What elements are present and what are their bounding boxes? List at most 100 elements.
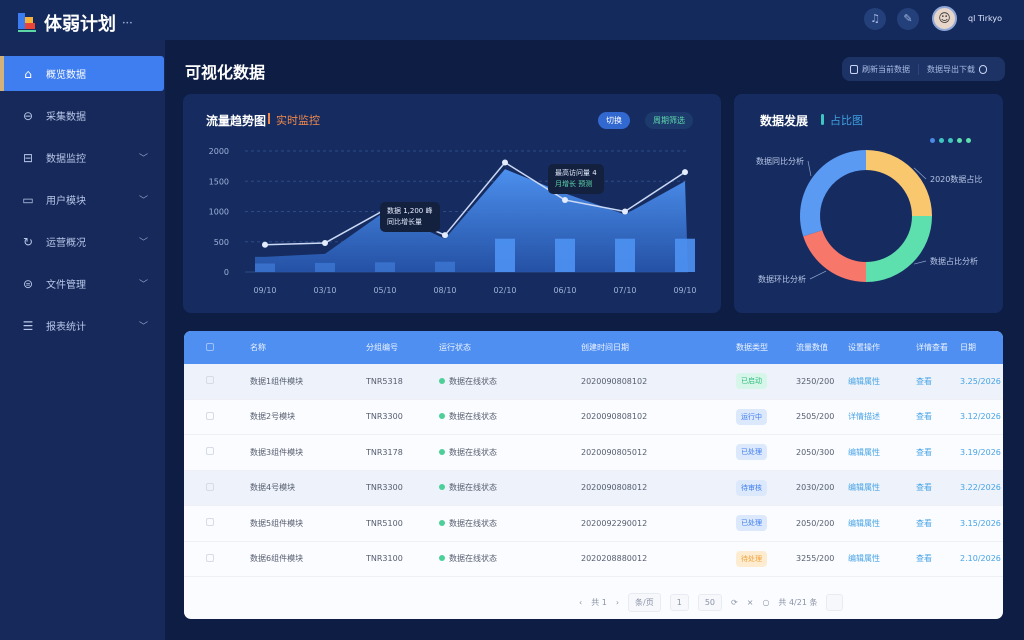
cell-value: 2050/200 — [796, 518, 835, 528]
column-header[interactable]: 名称 — [250, 343, 266, 352]
chevron-down-icon[interactable]: ﹀ — [138, 322, 148, 332]
row-checkbox[interactable] — [206, 447, 214, 456]
edit-link[interactable]: 编辑属性 — [848, 554, 880, 564]
column-header[interactable]: 分组编号 — [366, 343, 398, 352]
donut-slice — [800, 150, 866, 237]
donut-slice — [803, 230, 866, 282]
app-logo[interactable]: 体弱计划 ••• — [18, 10, 133, 36]
prev-page-button[interactable]: ‹ — [579, 598, 583, 607]
label-leader — [807, 160, 812, 177]
chevron-down-icon[interactable]: ﹀ — [138, 196, 148, 206]
status-dot-icon — [439, 555, 445, 562]
donut-chart-subtitle: 占比图 — [830, 114, 863, 127]
view-link[interactable]: 查看 — [916, 412, 932, 422]
bar — [315, 262, 335, 272]
column-header[interactable]: 流量数值 — [796, 343, 828, 352]
edit-link[interactable]: 详情描述 — [848, 412, 880, 422]
x-tick-label: 07/10 — [613, 286, 636, 295]
page-info: 共 1 — [591, 598, 607, 607]
cell-status: 数据在线状态 — [439, 518, 581, 529]
refresh-icon[interactable]: ⟳ — [731, 598, 738, 607]
cell-code: TNR3178 — [366, 447, 403, 457]
page-size-select[interactable]: 条/页 — [628, 593, 661, 612]
bell-icon[interactable]: ♫ — [864, 8, 886, 30]
row-checkbox[interactable] — [206, 482, 214, 491]
period-filter-button[interactable]: 周期筛选 — [645, 112, 693, 129]
app-title: 体弱计划 — [44, 14, 116, 35]
period-toggle-button[interactable]: 切换 — [598, 112, 630, 129]
cell-date: 2020090808102 — [581, 376, 648, 386]
row-checkbox[interactable] — [206, 376, 214, 385]
search-icon[interactable]: ○ — [762, 598, 770, 607]
edit-link[interactable]: 编辑属性 — [848, 483, 880, 493]
table-row[interactable]: 数据2号模块 TNR3300 数据在线状态 2020090808102 运行中 … — [184, 400, 1003, 435]
sidebar-item-label: 报表统计 — [46, 322, 86, 333]
column-header[interactable]: 日期 — [960, 343, 976, 352]
table-row[interactable]: 数据6组件模块 TNR3100 数据在线状态 2020208880012 待处理… — [184, 542, 1003, 577]
export-button[interactable]: 数据导出下载 — [918, 63, 995, 75]
close-icon[interactable]: × — [746, 598, 754, 607]
sidebar-item[interactable]: ⊜ 文件管理 ﹀ — [0, 266, 164, 301]
label-leader — [913, 260, 927, 265]
sidebar-icon: ⌂ — [24, 66, 32, 81]
column-header[interactable] — [184, 342, 250, 353]
jump-button[interactable] — [826, 594, 844, 611]
column-header[interactable]: 创建时间日期 — [581, 343, 629, 352]
next-page-button[interactable]: › — [615, 598, 620, 607]
chevron-down-icon[interactable]: ﹀ — [138, 280, 148, 290]
sidebar-item[interactable]: ⌂ 概览数据 — [0, 56, 164, 91]
edit-link[interactable]: 编辑属性 — [848, 376, 880, 386]
sidebar-item-label: 文件管理 — [46, 280, 86, 291]
sidebar-item[interactable]: ☰ 报表统计 ﹀ — [0, 308, 164, 343]
cell-code: TNR3300 — [366, 483, 403, 493]
cell-name: 数据1组件模块 — [250, 376, 304, 386]
view-link[interactable]: 查看 — [916, 376, 932, 386]
cell-day: 2.10/2026 — [960, 554, 1001, 564]
chevron-down-icon[interactable]: ﹀ — [138, 154, 148, 164]
sidebar-item-label: 采集数据 — [46, 112, 86, 123]
row-checkbox[interactable] — [206, 411, 214, 420]
sidebar-item[interactable]: ▭ 用户模块 ﹀ — [0, 182, 164, 217]
table-row[interactable]: 数据5组件模块 TNR5100 数据在线状态 2020092290012 已处理… — [184, 506, 1003, 542]
sidebar-item[interactable]: ⊟ 数据监控 ﹀ — [0, 140, 164, 175]
chevron-down-icon[interactable]: ﹀ — [138, 238, 148, 248]
x-tick-label: 05/10 — [373, 286, 396, 295]
sidebar-item[interactable]: ⊖ 采集数据 — [0, 98, 164, 133]
edit-link[interactable]: 编辑属性 — [848, 518, 880, 528]
status-badge: 已处理 — [736, 515, 767, 532]
table-row[interactable]: 数据3组件模块 TNR3178 数据在线状态 2020090805012 已处理… — [184, 435, 1003, 471]
avatar[interactable]: ☺ — [932, 6, 957, 31]
table-row[interactable]: 数据4号模块 TNR3300 数据在线状态 2020090808012 待审核 … — [184, 470, 1003, 506]
refresh-button[interactable]: 刷新当前数据 — [842, 64, 918, 75]
cell-day: 3.22/2026 — [960, 483, 1001, 493]
select-all-checkbox[interactable] — [206, 342, 214, 351]
slice-label: 数据环比分析 — [758, 274, 806, 284]
bar — [615, 238, 635, 272]
column-header[interactable]: 运行状态 — [439, 343, 471, 352]
row-checkbox[interactable] — [206, 553, 214, 562]
column-header[interactable]: 数据类型 — [736, 343, 768, 352]
view-link[interactable]: 查看 — [916, 483, 932, 493]
edit-link[interactable]: 编辑属性 — [848, 447, 880, 457]
view-link[interactable]: 查看 — [916, 447, 932, 457]
sidebar-item[interactable]: ↻ 运营概况 ﹀ — [0, 224, 164, 259]
view-link[interactable]: 查看 — [916, 554, 932, 564]
view-link[interactable]: 查看 — [916, 518, 932, 528]
cell-date: 2020090808102 — [581, 412, 648, 422]
settings-icon[interactable]: ✎ — [897, 8, 919, 30]
row-checkbox[interactable] — [206, 518, 214, 527]
title-divider — [268, 113, 270, 124]
cell-date: 2020090808012 — [581, 483, 648, 493]
table-row[interactable]: 数据1组件模块 TNR5318 数据在线状态 2020090808102 已启动… — [184, 364, 1003, 400]
goto-input[interactable]: 50 — [697, 594, 723, 611]
page-title: 可视化数据 — [185, 63, 266, 82]
page-button[interactable]: 1 — [669, 594, 689, 611]
status-dot-icon — [439, 413, 445, 420]
column-header[interactable]: 详情查看 — [916, 343, 948, 352]
x-tick-label: 03/10 — [313, 286, 336, 295]
username[interactable]: ql Tirkyo — [968, 14, 1002, 23]
y-tick-label: 2000 — [209, 147, 229, 156]
sidebar-icon: ▭ — [22, 192, 34, 207]
column-header[interactable]: 设置操作 — [848, 343, 880, 352]
sidebar-item-label: 运营概况 — [46, 238, 86, 249]
